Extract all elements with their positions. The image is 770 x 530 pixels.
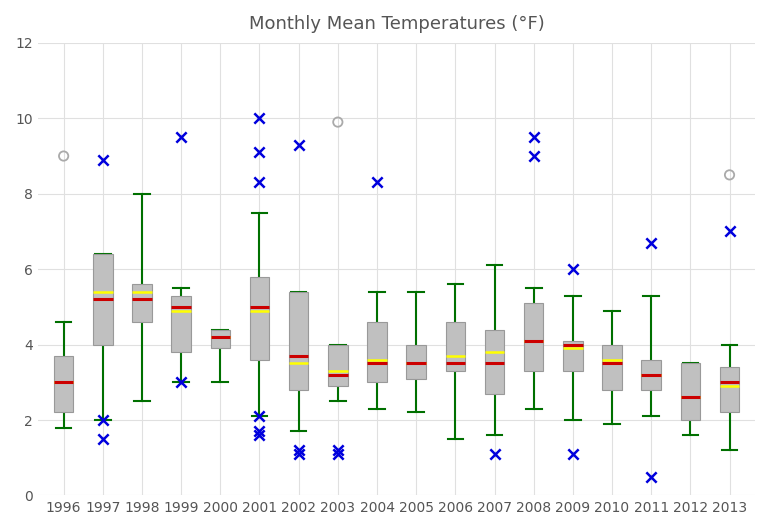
Bar [681, 364, 700, 420]
Bar [93, 254, 112, 344]
Point [645, 472, 658, 481]
Bar [210, 330, 230, 348]
Point [527, 133, 540, 142]
Title: Monthly Mean Temperatures (°F): Monthly Mean Temperatures (°F) [249, 15, 544, 33]
Point [253, 412, 266, 420]
Point [97, 435, 109, 443]
Point [253, 427, 266, 436]
Bar [289, 292, 309, 390]
Point [332, 450, 344, 458]
Point [293, 140, 305, 149]
Point [527, 152, 540, 160]
Bar [485, 330, 504, 394]
Point [332, 446, 344, 454]
Bar [602, 344, 622, 390]
Point [253, 178, 266, 187]
Point [58, 152, 70, 160]
Point [175, 378, 187, 386]
Bar [249, 277, 270, 360]
Point [293, 450, 305, 458]
Point [567, 450, 579, 458]
Bar [720, 367, 739, 412]
Point [723, 227, 735, 236]
Bar [641, 360, 661, 390]
Point [97, 416, 109, 424]
Point [253, 148, 266, 156]
Bar [54, 356, 73, 412]
Point [371, 178, 383, 187]
Bar [407, 344, 426, 378]
Point [332, 118, 344, 126]
Bar [524, 303, 544, 371]
Bar [132, 284, 152, 322]
Point [567, 265, 579, 273]
Point [253, 114, 266, 122]
Bar [172, 296, 191, 352]
Bar [563, 341, 583, 371]
Point [488, 450, 500, 458]
Point [175, 133, 187, 142]
Point [253, 431, 266, 439]
Point [97, 156, 109, 164]
Bar [367, 322, 387, 382]
Point [645, 238, 658, 247]
Point [723, 171, 735, 179]
Bar [328, 344, 347, 386]
Bar [446, 322, 465, 371]
Point [293, 446, 305, 454]
